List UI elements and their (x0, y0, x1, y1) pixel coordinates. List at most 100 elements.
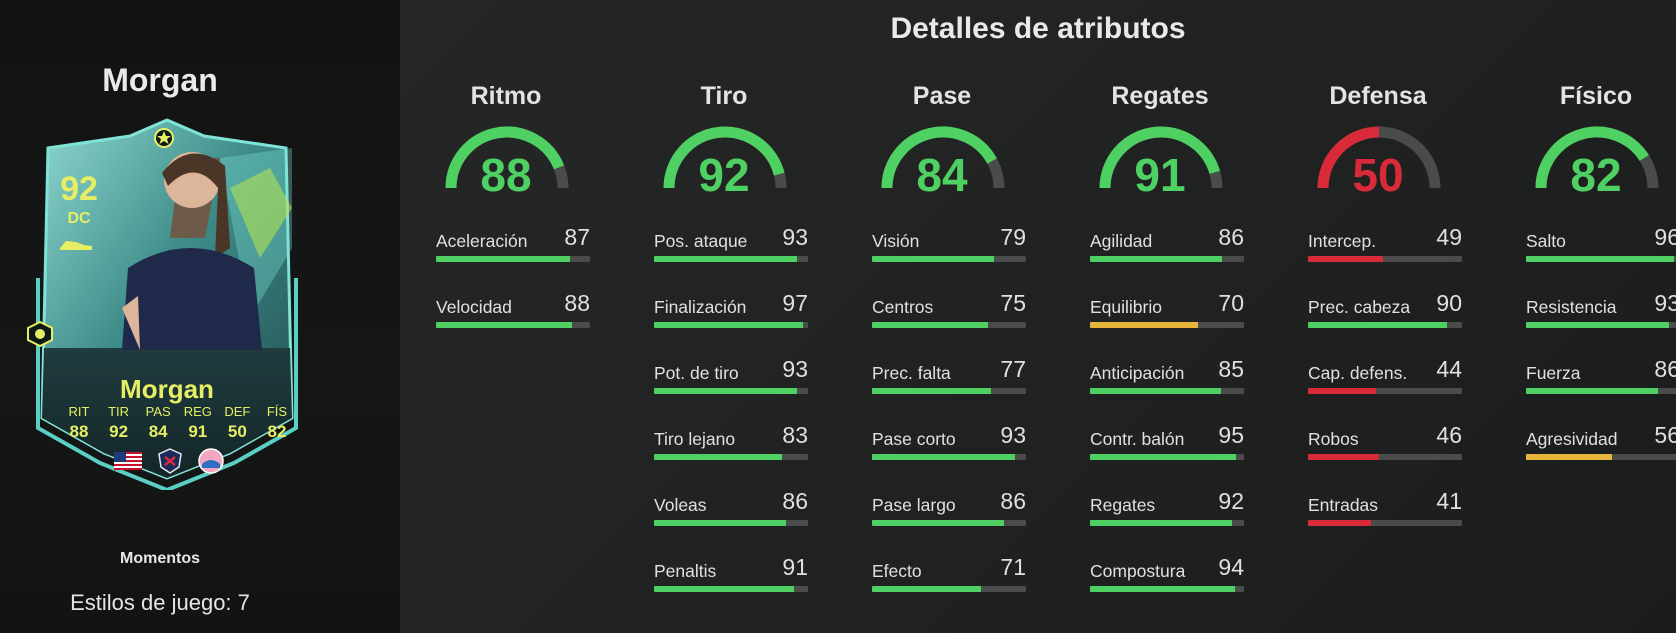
attribute-row[interactable]: Pot. de tiro 93 (654, 356, 808, 396)
attribute-row[interactable]: Penaltis 91 (654, 554, 808, 594)
attribute-bar-track (1526, 256, 1676, 262)
attribute-row[interactable]: Pase largo 86 (872, 488, 1026, 528)
category-gauge (663, 126, 787, 189)
gauge-fill (1535, 126, 1649, 189)
attribute-row[interactable]: Equilibrio 70 (1090, 290, 1244, 330)
card-flags (114, 448, 224, 474)
attribute-label: Agresividad (1526, 429, 1618, 449)
attribute-bar-fill (872, 520, 1005, 526)
league-badge-icon (158, 448, 182, 474)
attribute-bar-fill (1090, 256, 1223, 262)
category-value: 91 (1134, 149, 1186, 201)
attribute-bar-fill (1308, 520, 1372, 526)
attribute-row[interactable]: Pase corto 93 (872, 422, 1026, 462)
attribute-row[interactable]: Compostura 94 (1090, 554, 1244, 594)
attribute-row[interactable]: Contr. balón 95 (1090, 422, 1244, 462)
attribute-label: Velocidad (436, 297, 512, 317)
card-stat-label: PAS (145, 404, 171, 419)
attribute-row[interactable]: Resistencia 93 (1526, 290, 1676, 330)
category-title: Ritmo (470, 82, 542, 110)
attribute-row[interactable]: Aceleración 87 (436, 224, 590, 264)
attribute-row[interactable]: Centros 75 (872, 290, 1026, 330)
attribute-bar-fill (1308, 388, 1376, 394)
attribute-row[interactable]: Pos. ataque 93 (654, 224, 808, 264)
attribute-bar-fill (1526, 322, 1670, 328)
attribute-label: Contr. balón (1090, 429, 1185, 449)
attribute-row[interactable]: Velocidad 88 (436, 290, 590, 330)
attribute-bar-fill (1090, 520, 1232, 526)
playstyle-badge-icon (26, 320, 54, 353)
attribute-row[interactable]: Efecto 71 (872, 554, 1026, 594)
attribute-value: 87 (564, 224, 590, 250)
attribute-bar-track (872, 388, 1026, 394)
attribute-label: Robos (1308, 429, 1359, 449)
attribute-bar-track (1526, 388, 1676, 394)
attribute-row[interactable]: Visión 79 (872, 224, 1026, 264)
attribute-bar-track (872, 322, 1026, 328)
attribute-label: Cap. defens. (1308, 363, 1408, 383)
card-stat-value: 88 (69, 422, 89, 441)
attribute-bar-fill (872, 586, 982, 592)
card-stat: DEF 50 (220, 404, 254, 442)
attribute-row[interactable]: Salto 96 (1526, 224, 1676, 264)
attribute-value: 70 (1218, 290, 1244, 316)
card-stat-value: 92 (109, 422, 129, 441)
attribute-bar-track (436, 256, 590, 262)
attribute-bar-track (872, 454, 1026, 460)
attribute-row[interactable]: Finalización 97 (654, 290, 808, 330)
attribute-row[interactable]: Tiro lejano 83 (654, 422, 808, 462)
attribute-row[interactable]: Entradas 41 (1308, 488, 1462, 528)
attribute-row[interactable]: Cap. defens. 44 (1308, 356, 1462, 396)
attribute-label: Salto (1526, 231, 1566, 251)
card-stat-value: 82 (267, 422, 287, 441)
attribute-bar-fill (436, 322, 572, 328)
attribute-row[interactable]: Agresividad 56 (1526, 422, 1676, 462)
attribute-row[interactable]: Robos 46 (1308, 422, 1462, 462)
card-stat-label: TIR (108, 404, 130, 419)
attribute-bar-track (872, 586, 1026, 592)
player-card[interactable]: 92 DC Morgan RIT 88 TIR 92 PAS 84 REG 91 DEF… (27, 118, 304, 490)
gauge-fill (663, 126, 785, 189)
attribute-value: 96 (1654, 224, 1676, 250)
attribute-label: Entradas (1308, 495, 1379, 515)
attribute-label: Tiro lejano (654, 429, 736, 449)
attribute-bar-track (1090, 586, 1244, 592)
attribute-row[interactable]: Anticipación 85 (1090, 356, 1244, 396)
attribute-label: Anticipación (1090, 363, 1185, 383)
attribute-label: Centros (872, 297, 934, 317)
attribute-row[interactable]: Regates 92 (1090, 488, 1244, 528)
attribute-bar-fill (654, 388, 798, 394)
attribute-bar-fill (872, 454, 1016, 460)
card-stat-label: RIT (68, 404, 90, 419)
attribute-bar-fill (654, 586, 795, 592)
attribute-value: 83 (782, 422, 808, 448)
category-column: Físico 82 Salto 96 Resistencia 93 Fuerza 86 Agre… (1508, 0, 1676, 633)
attribute-bar-track (1308, 520, 1462, 526)
card-stats: RIT 88 TIR 92 PAS 84 REG 91 DEF 50 FÍS 82 (62, 404, 294, 442)
attribute-bar-track (654, 388, 808, 394)
attribute-row[interactable]: Prec. falta 77 (872, 356, 1026, 396)
attribute-value: 79 (1000, 224, 1026, 250)
category-title: Físico (1559, 82, 1633, 110)
card-stat: REG 91 (181, 404, 215, 442)
attribute-label: Fuerza (1526, 363, 1581, 383)
attribute-row[interactable]: Agilidad 86 (1090, 224, 1244, 264)
attribute-value: 77 (1000, 356, 1026, 382)
attribute-row[interactable]: Voleas 86 (654, 488, 808, 528)
attribute-label: Equilibrio (1090, 297, 1162, 317)
card-stat-value: 84 (148, 422, 168, 441)
attribute-bar-fill (872, 322, 988, 328)
attribute-row[interactable]: Intercep. 49 (1308, 224, 1462, 264)
attribute-value: 86 (1218, 224, 1244, 250)
attribute-bar-fill (872, 256, 994, 262)
attribute-row[interactable]: Fuerza 86 (1526, 356, 1676, 396)
category-column: Defensa 50 Intercep. 49 Prec. cabeza 90 Cap. d… (1290, 0, 1466, 633)
attribute-value: 88 (564, 290, 590, 316)
category-value: 92 (698, 149, 750, 201)
playstyles-count[interactable]: Estilos de juego: 7 (70, 590, 250, 615)
attribute-row[interactable]: Prec. cabeza 90 (1308, 290, 1462, 330)
attribute-bar-fill (872, 388, 991, 394)
category-title: Defensa (1329, 82, 1427, 110)
boot-icon (58, 236, 94, 257)
attribute-label: Regates (1090, 495, 1156, 515)
